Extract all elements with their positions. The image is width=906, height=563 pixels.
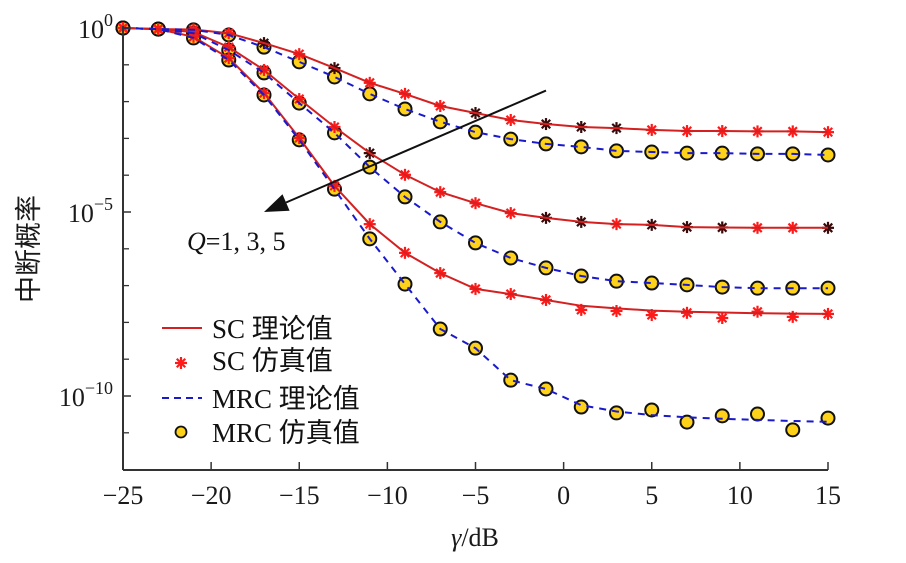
- mrc-sim-marker-q1: [432, 114, 448, 130]
- y-tick-base: 10: [59, 383, 85, 412]
- mrc-sim-marker-q1: [397, 101, 413, 117]
- y-axis-label: 中断概率: [14, 195, 45, 303]
- q-annotation: Q=1, 3, 5: [187, 89, 547, 256]
- x-tick-label: −25: [103, 481, 144, 510]
- mrc-sim-marker-q5: [644, 402, 660, 418]
- legend-label-sc-theory: SC 理论值: [212, 314, 333, 344]
- mrc-theory-line-q3: [122, 27, 828, 290]
- mrc-sim-marker-q3: [468, 235, 483, 251]
- mrc-sim-marker-q5: [538, 381, 554, 397]
- legend-label-mrc-theory: MRC 理论值: [212, 384, 360, 414]
- y-tick-exponent: −5: [94, 194, 113, 214]
- mrc-sim-marker-q1: [468, 124, 483, 140]
- sc-theory-line-q5: [122, 27, 829, 315]
- mrc-sim-marker-q5: [679, 414, 695, 430]
- mrc-sim-marker-q5: [609, 405, 624, 421]
- x-tick-label: −10: [367, 481, 408, 510]
- mrc-theory-line-q1: [122, 27, 829, 156]
- mrc-sim-marker-q3: [503, 250, 519, 266]
- x-tick-label: 15: [815, 481, 841, 510]
- x-tick-label: −15: [279, 481, 320, 510]
- mrc-sim-marker-q5: [750, 406, 765, 422]
- mrc-sim-marker-q1: [362, 86, 378, 102]
- legend-asterisk-shape: [175, 357, 187, 369]
- sc-sim-marker-q5: [610, 304, 623, 317]
- legend: SC 理论值 SC 仿真值 MRC 理论值 MRC 仿真值: [162, 314, 360, 448]
- y-tick-base: 10: [78, 15, 104, 44]
- y-tick-label: 100: [78, 10, 113, 44]
- sc-sim-marker-q5: [716, 311, 729, 324]
- x-axis-label-unit: /dB: [461, 523, 499, 552]
- annotation-q-symbol: Q: [187, 227, 206, 256]
- x-tick-label: 5: [645, 481, 658, 510]
- mrc-sim-marker-q5: [785, 422, 801, 438]
- series-layer: [122, 27, 829, 423]
- legend-label-mrc-sim: MRC 仿真值: [212, 418, 360, 448]
- legend-entry-mrc-sim: MRC 仿真值: [174, 418, 360, 448]
- sc-sim-marker-q5: [681, 306, 693, 319]
- y-tick-label: 10−5: [68, 194, 113, 228]
- legend-entry-sc-sim: SC 仿真值: [175, 346, 333, 376]
- mrc-sim-marker-q5: [714, 408, 730, 424]
- legend-circle-icon: [174, 425, 188, 439]
- x-tick-label: 10: [727, 481, 753, 510]
- x-axis-label-symbol: γ: [451, 523, 462, 552]
- sc-theory-line-q3: [122, 27, 828, 229]
- x-axis-label: γ/dB: [451, 523, 499, 552]
- annotation-arrow-head: [264, 194, 290, 212]
- sc-sim-marker-q5: [751, 305, 764, 318]
- sc-theory-line-q1: [122, 27, 829, 134]
- y-tick-exponent: −10: [85, 378, 113, 398]
- mrc-theory-line-q5: [122, 27, 829, 423]
- x-tick-label: −5: [462, 481, 490, 510]
- annotation-text: Q=1, 3, 5: [187, 227, 285, 256]
- y-tick-base: 10: [68, 199, 94, 228]
- annotation-arrow-shaft: [285, 89, 547, 204]
- legend-label-sc-sim: SC 仿真值: [212, 346, 333, 376]
- y-tick-label: 10−10: [59, 378, 113, 412]
- y-tick-exponent: 0: [104, 10, 113, 30]
- legend-entry-mrc-theory: MRC 理论值: [162, 384, 360, 414]
- x-tick-label: 0: [557, 481, 570, 510]
- x-tick-label: −20: [191, 481, 232, 510]
- annotation-q-values: =1, 3, 5: [206, 227, 286, 256]
- legend-asterisk-icon: [175, 357, 187, 369]
- legend-entry-sc-theory: SC 理论值: [162, 314, 333, 344]
